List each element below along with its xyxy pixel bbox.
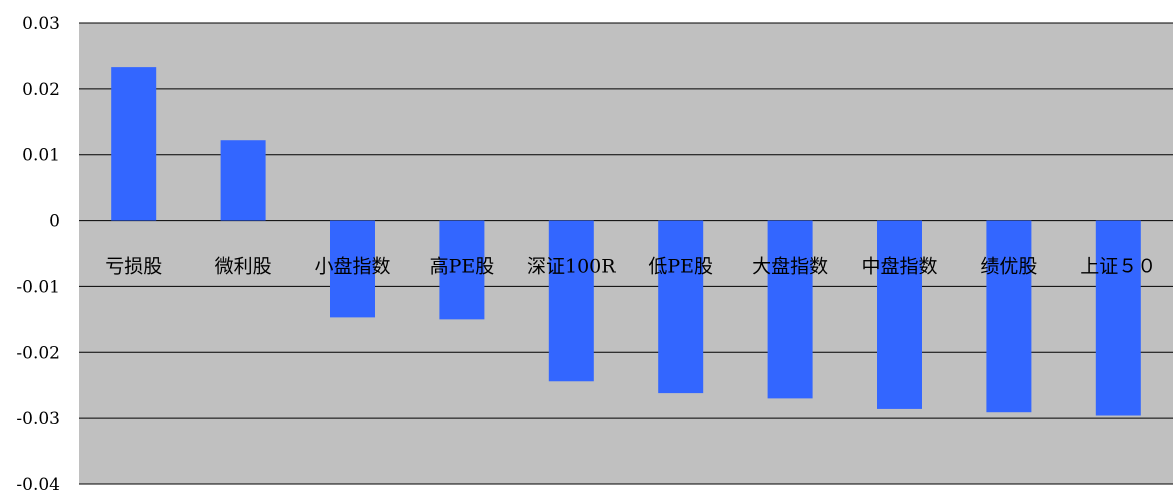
bar (986, 220, 1032, 413)
y-tick-label: 0.03 (22, 14, 60, 34)
bars (111, 67, 1141, 416)
bar (877, 220, 922, 409)
bar (1095, 220, 1141, 416)
y-tick-label: 0 (49, 212, 60, 232)
category-label: 低PE股 (648, 256, 713, 278)
y-tick-label: 0.01 (22, 146, 60, 166)
bar (767, 220, 813, 399)
category-label: 小盘指数 (314, 256, 390, 278)
bar (658, 220, 704, 394)
y-tick-label: 0.02 (22, 80, 60, 100)
category-label: 高PE股 (430, 256, 495, 278)
category-label: 深证100R (527, 256, 616, 278)
y-tick-label: -0.04 (16, 475, 60, 494)
y-tick-label: -0.02 (16, 343, 60, 363)
bar (330, 220, 375, 318)
bar (548, 220, 594, 382)
bar (439, 220, 485, 320)
category-label: 上证５０ (1080, 256, 1156, 278)
category-label: 绩优股 (980, 256, 1037, 278)
y-axis-tick-labels: 0.03 0.02 0.01 0 -0.01 -0.02 -0.03 -0.04 (16, 14, 60, 494)
bar (111, 67, 157, 221)
bar (220, 140, 266, 221)
category-labels: 亏损股 微利股 小盘指数 高PE股 深证100R 低PE股 大盘指数 中盘指数 绩优股 上证５０ (105, 256, 1156, 278)
y-tick-label: -0.03 (16, 409, 60, 429)
category-label: 大盘指数 (752, 256, 828, 278)
category-label: 微利股 (215, 256, 272, 278)
y-tick-label: -0.01 (16, 277, 60, 297)
category-label: 中盘指数 (861, 256, 937, 278)
category-label: 亏损股 (105, 256, 162, 278)
